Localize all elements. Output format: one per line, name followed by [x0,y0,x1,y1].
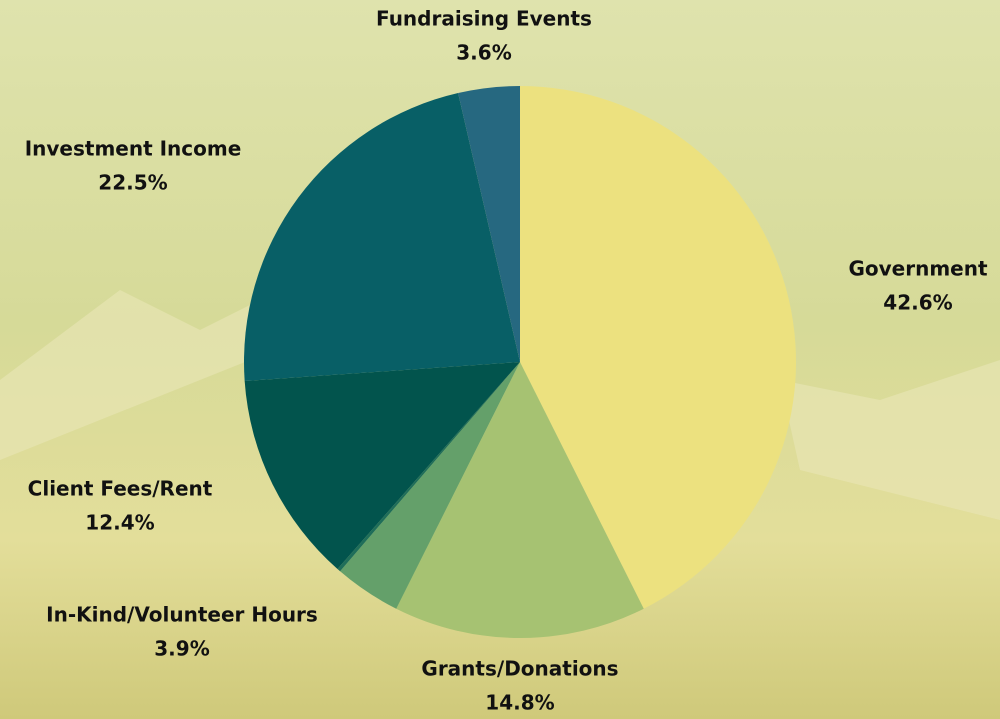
slice-label: Client Fees/Rent [28,477,213,501]
pie-slice [244,93,520,382]
slice-value-label: 22.5% [98,171,167,195]
slice-label: Investment Income [25,137,242,161]
slice-label: Fundraising Events [376,7,592,31]
slice-label: Government [848,257,988,281]
pie-slice [244,362,521,570]
pie-slice [340,362,520,609]
slice-value-label: 12.4% [85,511,154,535]
pie-slice [520,86,797,609]
slice-label: In-Kind/Volunteer Hours [46,603,318,627]
pie-slice [396,362,644,639]
slice-value-label: 14.8% [485,691,554,715]
slice-value-label: 3.9% [154,637,209,661]
slice-value-label: 42.6% [883,291,952,315]
slice-label: Grants/Donations [421,657,618,681]
pie-slice [458,86,520,362]
pie-slice [337,362,520,572]
slice-value-label: 3.6% [456,41,511,65]
